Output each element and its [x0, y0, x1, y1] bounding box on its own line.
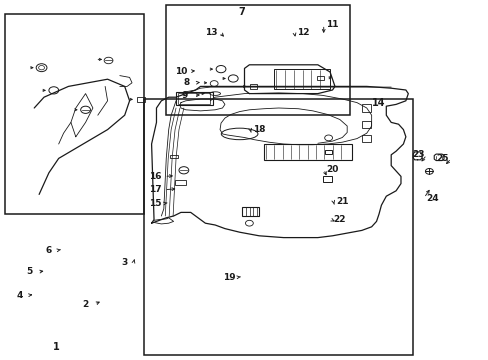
- Bar: [178, 93, 210, 104]
- Text: 3: 3: [122, 258, 127, 267]
- Text: 16: 16: [149, 172, 162, 181]
- Text: 19: 19: [222, 273, 235, 282]
- Bar: [316, 76, 323, 80]
- Text: 21: 21: [335, 197, 348, 206]
- Bar: [361, 121, 370, 128]
- Text: 4: 4: [16, 291, 23, 300]
- Bar: [273, 69, 329, 89]
- Bar: [325, 150, 331, 154]
- Text: 14: 14: [371, 98, 385, 108]
- Text: 18: 18: [252, 125, 265, 134]
- Text: 22: 22: [333, 215, 346, 224]
- Text: 11: 11: [325, 20, 338, 29]
- Bar: [144, 99, 412, 355]
- Bar: [137, 97, 144, 102]
- Bar: [175, 180, 185, 185]
- Text: 25: 25: [435, 154, 448, 163]
- Text: 13: 13: [204, 28, 217, 37]
- Bar: [166, 5, 349, 115]
- Bar: [264, 144, 351, 160]
- Bar: [322, 176, 331, 182]
- Text: 1: 1: [53, 342, 60, 352]
- Bar: [242, 207, 259, 216]
- Bar: [176, 92, 212, 105]
- Text: 17: 17: [149, 185, 162, 194]
- Bar: [361, 104, 370, 112]
- Text: 5: 5: [26, 267, 32, 276]
- Bar: [250, 84, 257, 89]
- Text: 20: 20: [325, 165, 338, 174]
- Text: 12: 12: [296, 28, 309, 37]
- Bar: [5, 14, 144, 214]
- Bar: [361, 135, 370, 142]
- Text: 8: 8: [183, 78, 189, 87]
- Text: 15: 15: [149, 199, 162, 208]
- Text: 2: 2: [82, 300, 88, 309]
- Text: 9: 9: [181, 91, 188, 100]
- Bar: [170, 155, 177, 158]
- Text: 10: 10: [174, 67, 187, 76]
- Text: 24: 24: [426, 194, 438, 202]
- Text: 6: 6: [46, 246, 52, 255]
- Text: 23: 23: [411, 150, 424, 159]
- Text: 7: 7: [238, 6, 245, 17]
